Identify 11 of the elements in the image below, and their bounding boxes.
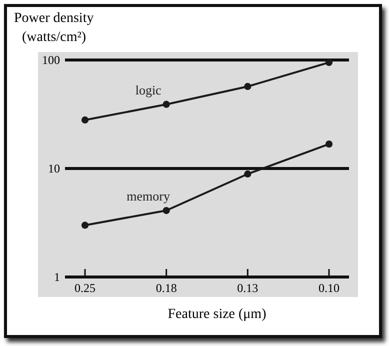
x-tick-label: 0.25 [74, 281, 96, 295]
x-tick-label: 0.18 [156, 281, 177, 295]
x-tick-label: 0.13 [237, 281, 258, 295]
y-tick-label: 1 [54, 270, 60, 284]
series-label: logic [135, 82, 162, 98]
y-tick-label: 100 [42, 53, 60, 67]
y-axis-title: Power density (watts/cm²) [14, 11, 94, 45]
x-tick-label: 0.10 [318, 281, 340, 295]
x-axis-title: Feature size (μm) [168, 307, 267, 322]
series-label: memory [126, 188, 170, 204]
y-tick-label: 10 [48, 162, 60, 176]
